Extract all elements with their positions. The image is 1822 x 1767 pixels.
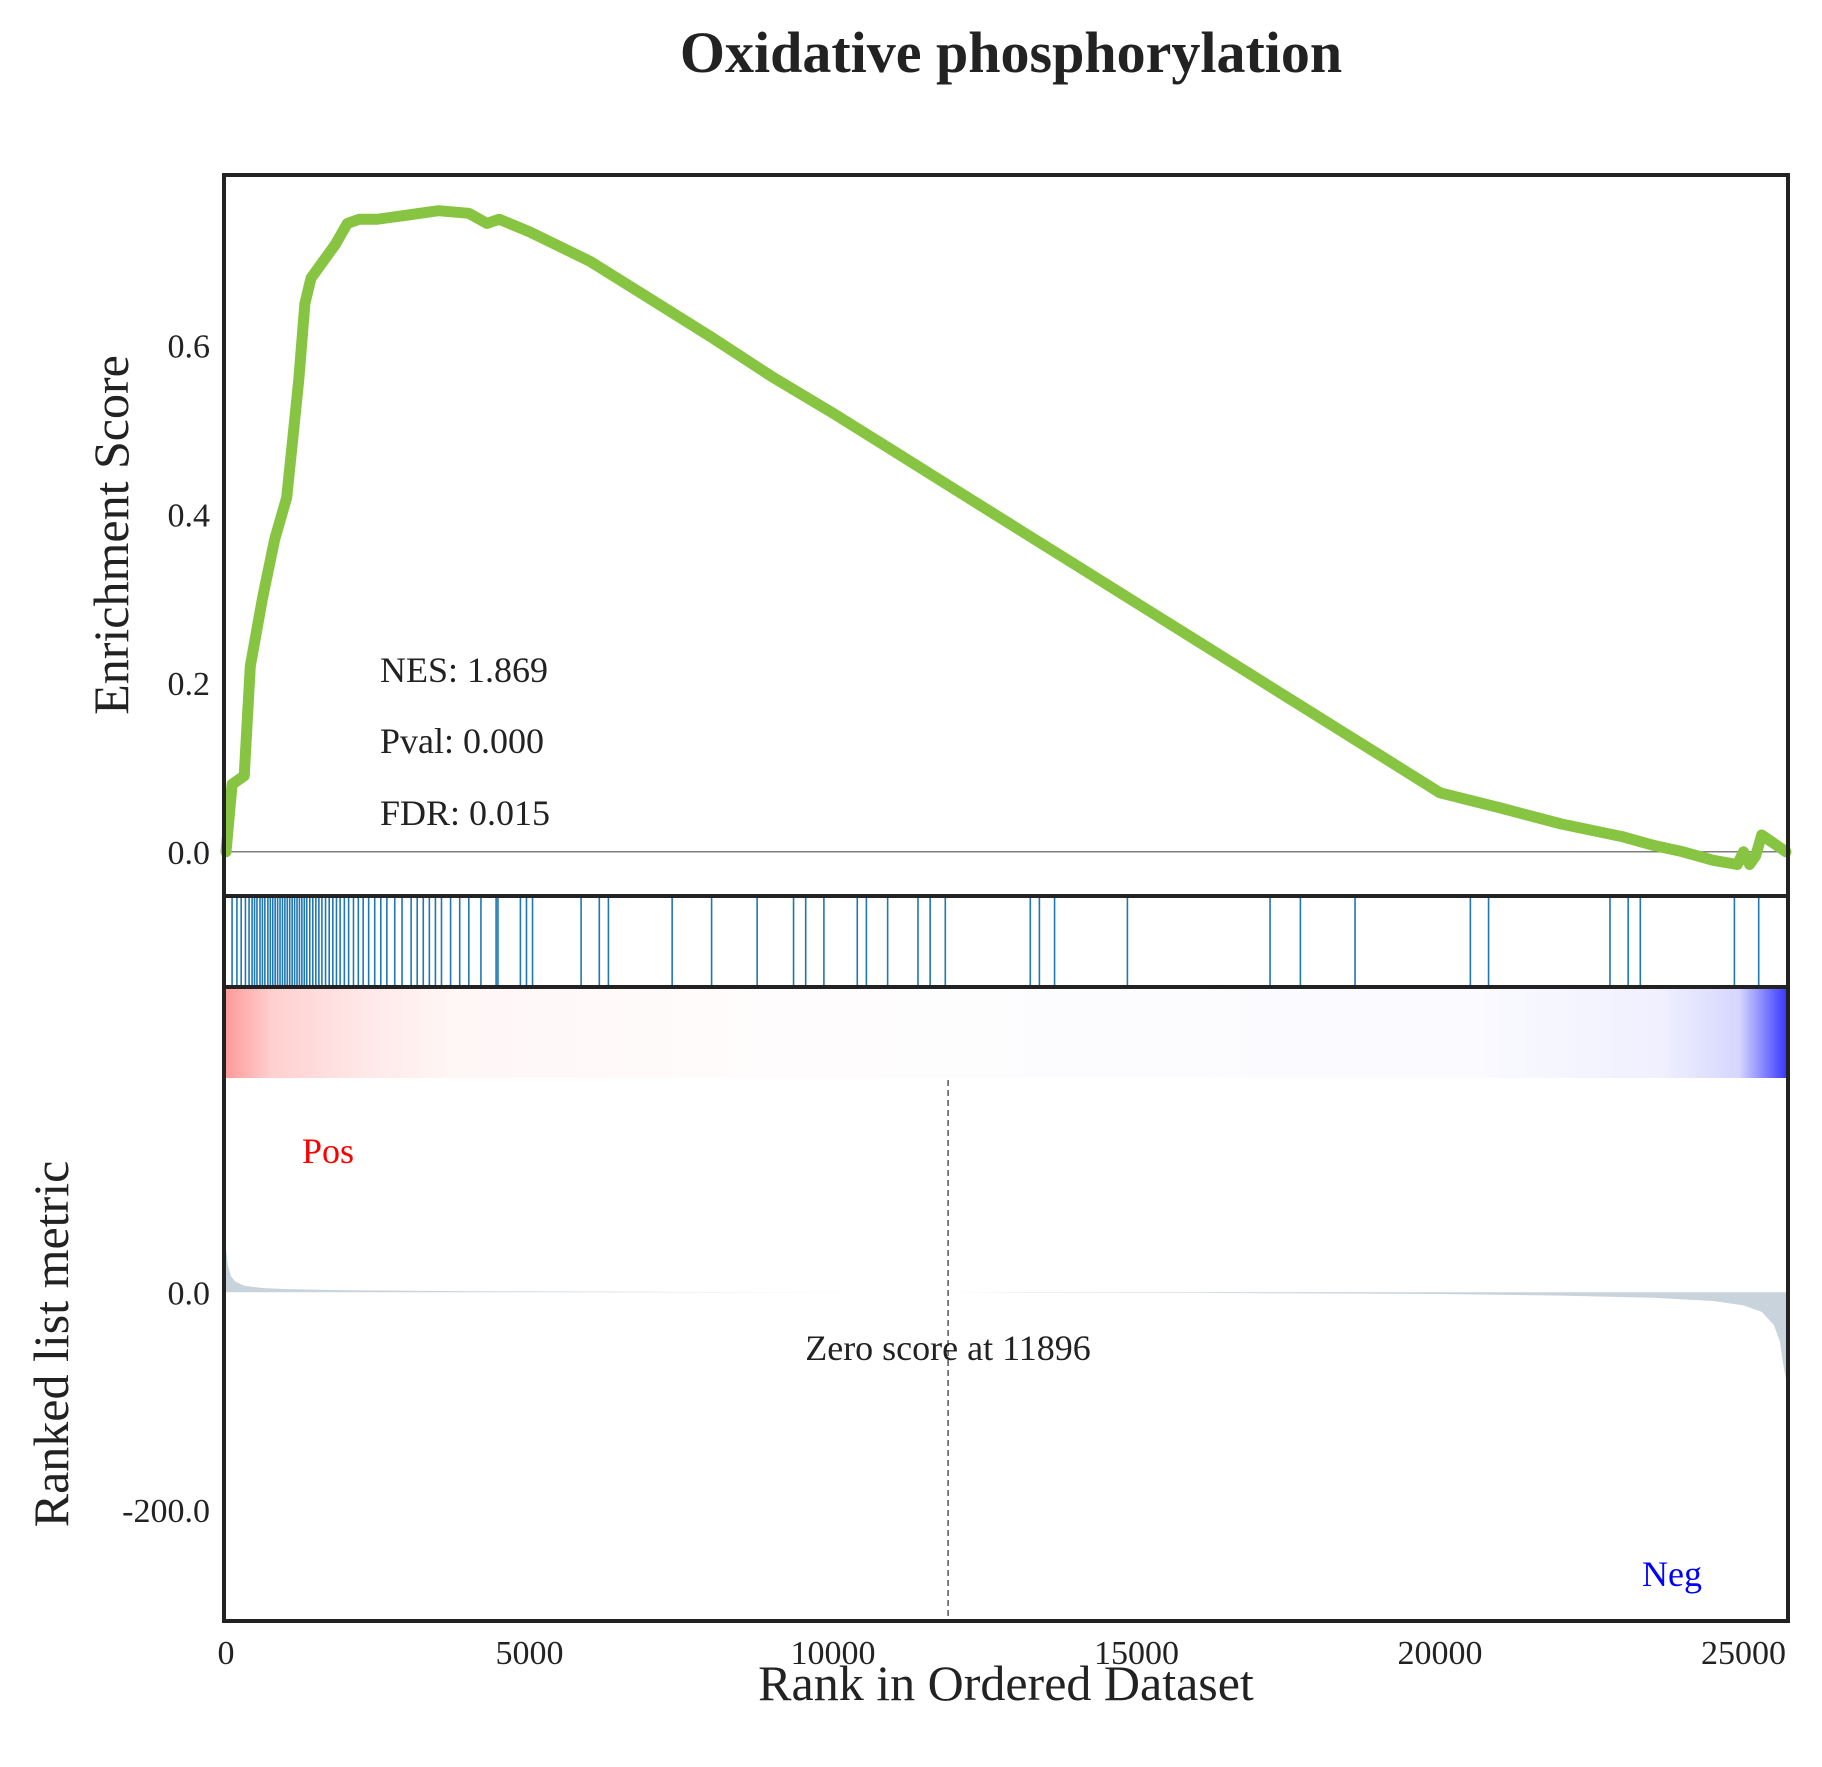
metric-panel: Zero score at 11896 Pos Neg 0.0 -200.0 Ra… — [23, 985, 1790, 1711]
neg-label: Neg — [1642, 1554, 1702, 1594]
hits-panel-frame — [222, 894, 1790, 989]
x-tick-label: 15000 — [1094, 1635, 1179, 1672]
x-tick-label: 5000 — [496, 1635, 564, 1672]
es-y-tick-label: 0.4 — [168, 497, 211, 534]
fdr-stat: FDR: 0.015 — [380, 793, 550, 833]
rank-color-band — [226, 989, 1786, 1078]
es-y-tick-label: 0.6 — [168, 329, 211, 366]
es-y-tick-label: 0.2 — [168, 666, 211, 703]
x-tick-label: 10000 — [791, 1635, 876, 1672]
pval-stat: Pval: 0.000 — [380, 721, 544, 761]
hits-panel — [222, 894, 1790, 989]
hit-lines — [231, 898, 1760, 985]
pos-label: Pos — [302, 1131, 354, 1171]
x-tick-label: 20000 — [1398, 1635, 1483, 1672]
zero-score-label: Zero score at 11896 — [805, 1328, 1091, 1368]
nes-stat: NES: 1.869 — [380, 650, 548, 690]
x-tick-label: 25000 — [1701, 1635, 1786, 1672]
es-y-tick-label: 0.0 — [168, 835, 211, 872]
x-axis-label: Rank in Ordered Dataset — [758, 1655, 1254, 1711]
es-y-axis-label: Enrichment Score — [83, 355, 139, 715]
metric-y-tick-label: 0.0 — [168, 1275, 211, 1312]
es-panel: 0.0 0.2 0.4 0.6 Enrichment Score NES: 1.869… — [83, 173, 1792, 898]
x-axis-ticks: 0 5000 10000 15000 20000 25000 — [218, 1635, 1787, 1672]
es-curve — [220, 205, 1792, 870]
metric-y-ticks: 0.0 -200.0 — [122, 1275, 210, 1530]
x-tick-label: 0 — [218, 1635, 235, 1672]
es-y-ticks: 0.0 0.2 0.4 0.6 — [168, 329, 211, 872]
chart-title: Oxidative phosphorylation — [680, 20, 1342, 85]
metric-panel-frame — [222, 985, 1790, 1623]
metric-y-axis-label: Ranked list metric — [23, 1161, 79, 1528]
es-panel-frame — [222, 173, 1790, 898]
metric-y-tick-label: -200.0 — [122, 1493, 210, 1530]
